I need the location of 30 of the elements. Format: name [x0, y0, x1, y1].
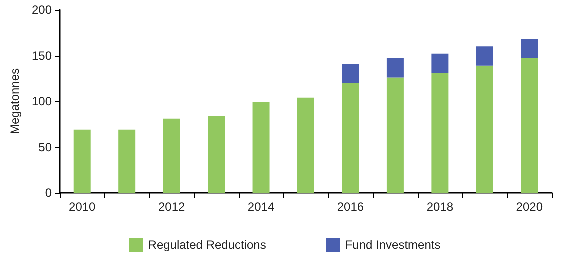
x-tick-label: 2012	[158, 200, 186, 214]
bar	[432, 54, 449, 74]
bar	[386, 78, 404, 193]
bar	[208, 116, 226, 193]
bar	[163, 118, 180, 193]
y-tick-label: 100	[32, 94, 52, 108]
bar	[476, 66, 494, 193]
x-tick-label: 2016	[337, 200, 364, 214]
x-tick-label: 2014	[248, 200, 275, 214]
bar	[252, 102, 270, 193]
bar	[74, 130, 91, 193]
x-tick-label: 2018	[426, 200, 454, 214]
y-tick-label: 0	[45, 186, 52, 200]
bar	[386, 58, 404, 78]
bar	[521, 39, 538, 58]
y-tick-label: 150	[32, 48, 52, 63]
bar	[476, 46, 494, 66]
bar	[118, 130, 136, 193]
x-tick-label: 2020	[516, 200, 544, 214]
legend-label: Regulated Reductions	[148, 238, 266, 252]
bar	[298, 98, 314, 193]
y-tick-label: 200	[32, 3, 52, 17]
legend-label: Fund Investments	[345, 238, 441, 252]
x-tick-label: 2010	[69, 200, 96, 214]
bar	[342, 64, 360, 84]
y-tick-label: 50	[38, 140, 52, 154]
bar	[432, 73, 449, 193]
bar	[342, 83, 360, 193]
bar	[521, 58, 538, 193]
y-axis-title: Megatonnes	[8, 68, 22, 135]
